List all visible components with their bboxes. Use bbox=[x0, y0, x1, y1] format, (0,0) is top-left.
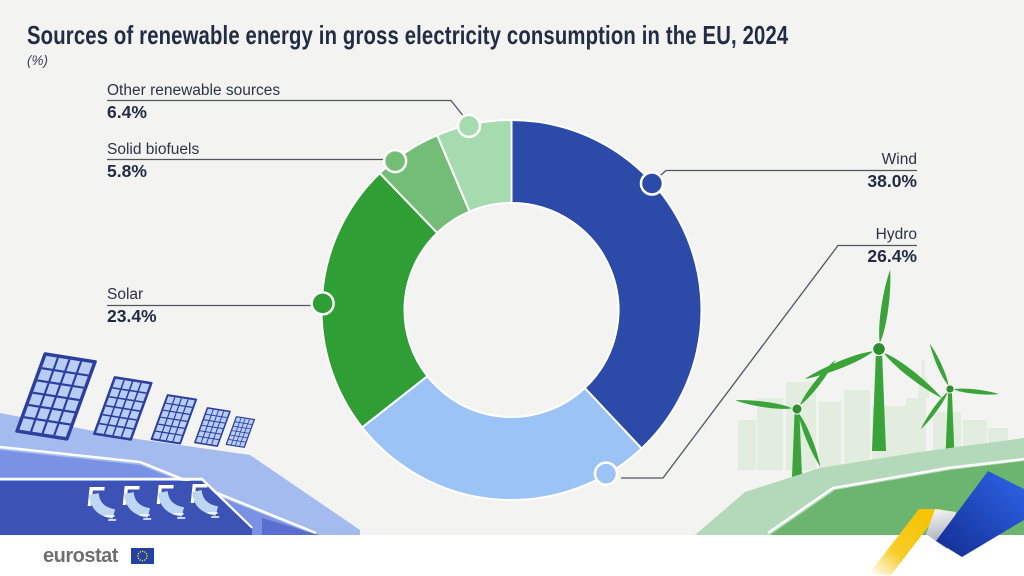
donut-slice-solar bbox=[320, 171, 439, 429]
slice-label: Solid biofuels bbox=[107, 141, 200, 158]
slice-value: 38.0% bbox=[867, 171, 917, 191]
donut-slice-solid-biofuels bbox=[378, 133, 471, 235]
donut-slice-hydro bbox=[360, 374, 643, 501]
donut-marker-solar bbox=[310, 291, 335, 316]
donut-slices bbox=[320, 118, 703, 501]
slice-value: 6.4% bbox=[107, 102, 147, 122]
donut-slice-other-renewable-sources bbox=[435, 118, 513, 213]
slice-value: 23.4% bbox=[107, 306, 157, 326]
slice-label: Hydro bbox=[875, 226, 917, 243]
wind-turbines-icon bbox=[732, 259, 1002, 489]
callout-label-hydro: Hydro 26.4% bbox=[867, 226, 917, 266]
donut-slice-wind bbox=[510, 118, 703, 450]
eu-ribbon-icon bbox=[868, 471, 1024, 575]
hydro-dam-icon bbox=[0, 413, 360, 536]
page-title: Sources of renewable energy in gross ele… bbox=[27, 20, 789, 50]
donut-marker-other-renewable-sources bbox=[456, 113, 482, 139]
slice-label: Other renewable sources bbox=[107, 82, 281, 99]
eu-flag-icon bbox=[131, 548, 154, 564]
donut-markers bbox=[310, 113, 665, 486]
callout-label-wind: Wind 38.0% bbox=[867, 151, 917, 191]
donut-marker-hydro bbox=[593, 461, 619, 486]
slice-value: 26.4% bbox=[867, 246, 917, 266]
callout-label-solar: Solar 23.4% bbox=[107, 286, 157, 326]
donut-marker-wind bbox=[639, 171, 665, 196]
callout-label-solid-biofuels: Solid biofuels 5.8% bbox=[107, 141, 199, 181]
callout-line-hydro bbox=[621, 244, 917, 479]
unit-subtitle: (%) bbox=[27, 53, 48, 68]
slice-label: Wind bbox=[881, 151, 917, 168]
solar-panels-icon bbox=[13, 350, 256, 449]
city-skyline-icon bbox=[738, 360, 1008, 470]
callout-lines bbox=[107, 99, 917, 479]
callout-label-other-renewable-sources: Other renewable sources 6.4% bbox=[107, 82, 280, 122]
slice-label: Solar bbox=[107, 286, 144, 303]
eurostat-logo: eurostat bbox=[43, 545, 118, 567]
slice-value: 5.8% bbox=[107, 161, 147, 181]
donut-marker-solid-biofuels bbox=[382, 148, 408, 174]
green-hills-icon bbox=[695, 438, 1024, 535]
